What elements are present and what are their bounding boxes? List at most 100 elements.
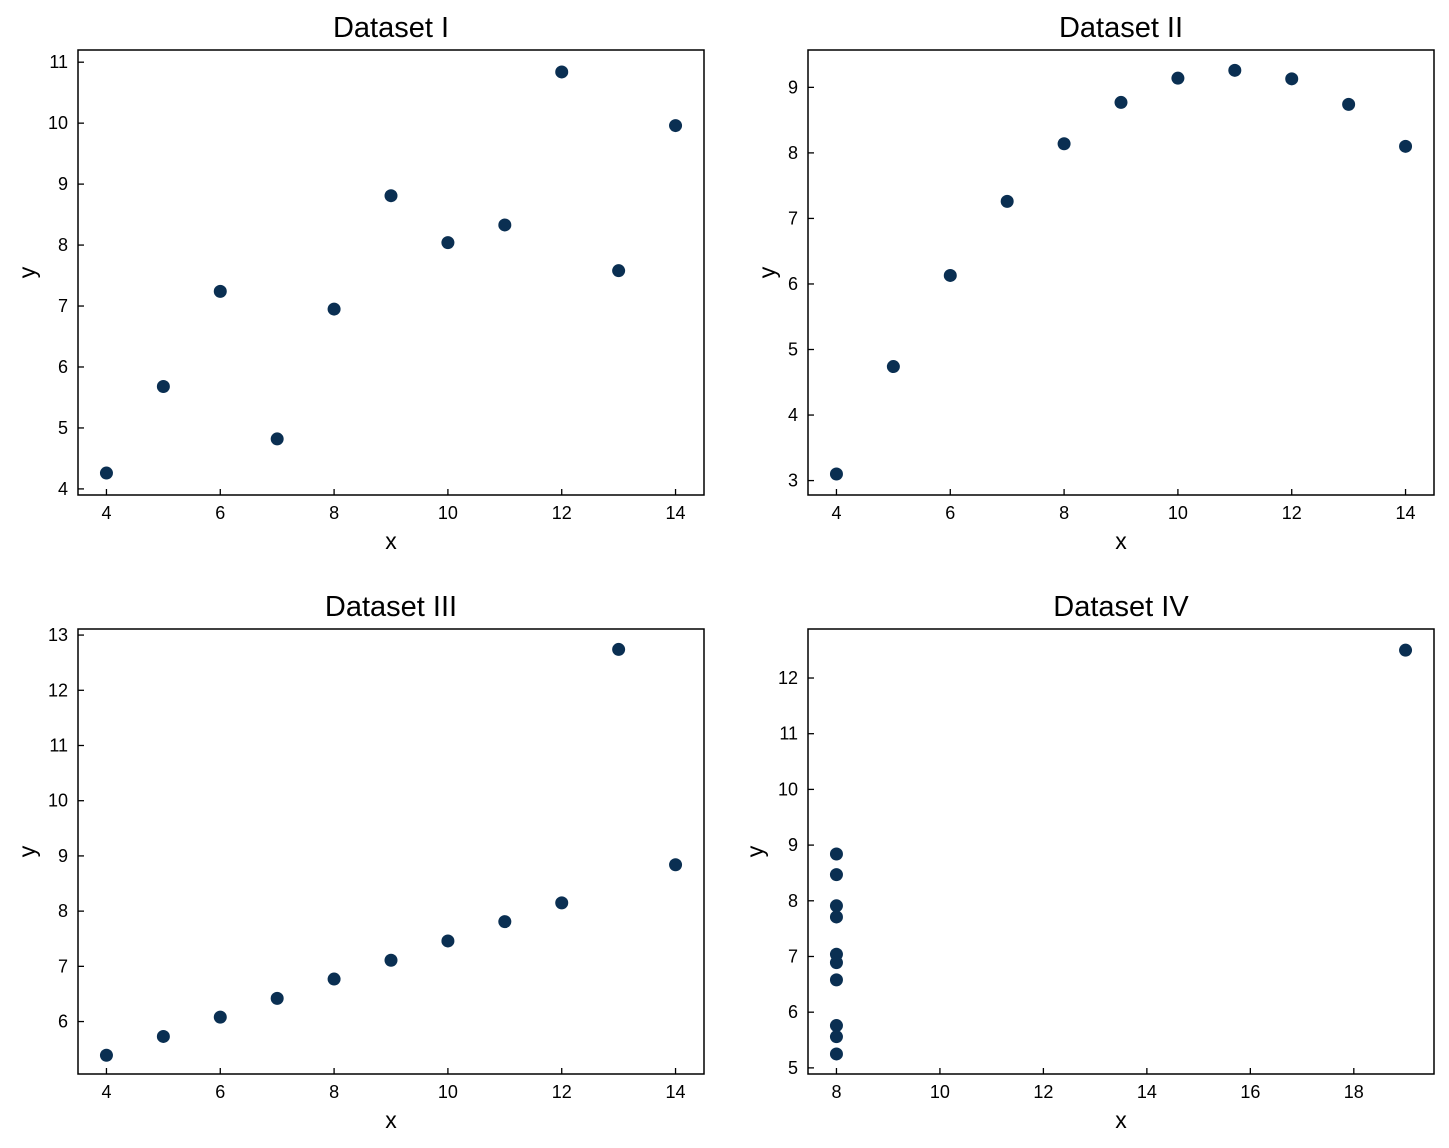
- y-tick-label: 5: [58, 418, 68, 438]
- y-tick-label: 11: [779, 724, 798, 744]
- data-point: [270, 991, 284, 1005]
- x-tick-label: 12: [1033, 1082, 1053, 1102]
- data-point: [1228, 63, 1242, 77]
- x-tick-label: 8: [329, 503, 339, 523]
- data-point: [99, 466, 113, 480]
- data-point: [498, 218, 512, 232]
- data-point: [829, 910, 843, 924]
- y-tick-label: 6: [788, 274, 798, 294]
- x-axis-label: x: [385, 1107, 397, 1133]
- data-point: [1399, 643, 1413, 657]
- y-tick-label: 12: [48, 680, 68, 700]
- y-tick-label: 12: [778, 668, 798, 688]
- y-tick-label: 4: [788, 405, 798, 425]
- y-axis-label: y: [754, 266, 780, 278]
- y-tick-label: 7: [788, 946, 798, 966]
- y-tick-label: 6: [788, 1002, 798, 1022]
- x-tick-label: 6: [215, 503, 225, 523]
- data-point: [441, 236, 455, 250]
- x-axis-label: x: [1115, 1107, 1127, 1133]
- data-point: [829, 1019, 843, 1033]
- data-point: [270, 432, 284, 446]
- y-tick-label: 7: [58, 956, 68, 976]
- data-point: [384, 189, 398, 203]
- y-axis-label: y: [14, 266, 40, 278]
- data-point: [213, 1010, 227, 1024]
- chart-title: Dataset II: [1059, 12, 1183, 44]
- data-point: [327, 302, 341, 316]
- x-tick-label: 12: [1282, 503, 1302, 523]
- data-point: [612, 264, 626, 278]
- plot-frame: [77, 628, 705, 1075]
- x-tick-label: 14: [1396, 503, 1416, 523]
- data-point: [1171, 71, 1185, 85]
- data-point: [669, 858, 683, 872]
- y-tick-label: 10: [778, 779, 798, 799]
- x-tick-label: 10: [1168, 503, 1188, 523]
- data-point: [1057, 137, 1071, 151]
- x-axis-label: x: [385, 528, 397, 554]
- y-tick-label: 3: [788, 471, 798, 491]
- x-tick-label: 14: [666, 1082, 686, 1102]
- x-tick-label: 8: [329, 1082, 339, 1102]
- data-point: [213, 284, 227, 298]
- chart-panel-1: Dataset I 4 6 8 10 12 14 4 5 6 7 8 9 10 11 x y: [14, 12, 705, 554]
- data-point: [1285, 72, 1299, 86]
- y-tick-label: 10: [48, 113, 68, 133]
- y-tick-label: 7: [58, 296, 68, 316]
- x-tick-label: 4: [101, 503, 111, 523]
- plot-frame: [807, 628, 1435, 1075]
- data-point: [943, 268, 957, 282]
- data-point: [829, 1030, 843, 1044]
- chart-title: Dataset IV: [1053, 591, 1189, 623]
- y-tick-label: 6: [58, 357, 68, 377]
- y-axis-label: y: [742, 845, 768, 857]
- y-tick-label: 10: [48, 791, 68, 811]
- data-point: [669, 119, 683, 133]
- x-tick-label: 8: [831, 1082, 841, 1102]
- x-tick-label: 14: [1137, 1082, 1157, 1102]
- data-point: [1000, 194, 1014, 208]
- y-tick-label: 11: [49, 735, 68, 755]
- data-point: [1114, 95, 1128, 109]
- x-tick-label: 6: [945, 503, 955, 523]
- data-point: [612, 642, 626, 656]
- x-tick-label: 18: [1344, 1082, 1364, 1102]
- data-point: [829, 868, 843, 882]
- data-point: [829, 899, 843, 913]
- y-tick-label: 8: [788, 891, 798, 911]
- x-tick-label: 10: [438, 503, 458, 523]
- y-tick-label: 13: [48, 625, 68, 645]
- data-point: [829, 973, 843, 987]
- x-tick-label: 10: [438, 1082, 458, 1102]
- y-tick-label: 4: [58, 479, 68, 499]
- x-tick-label: 8: [1059, 503, 1069, 523]
- plot-frame: [807, 49, 1435, 496]
- y-tick-label: 8: [58, 901, 68, 921]
- data-point: [156, 1029, 170, 1043]
- y-tick-label: 8: [58, 235, 68, 255]
- data-point: [829, 467, 843, 481]
- data-point: [99, 1048, 113, 1062]
- y-tick-label: 9: [788, 835, 798, 855]
- chart-panel-4: Dataset IV 8 10 12 14 16 18 5 6 7 8 9 10 11 12 x y: [742, 591, 1435, 1133]
- chart-title: Dataset I: [333, 12, 449, 44]
- data-point: [327, 972, 341, 986]
- x-tick-label: 16: [1240, 1082, 1260, 1102]
- x-tick-label: 10: [930, 1082, 950, 1102]
- y-tick-label: 5: [788, 340, 798, 360]
- chart-panel-3: Dataset III 4 6 8 10 12 14 6 7 8 9 10 11 12 13 x y: [14, 591, 705, 1133]
- x-tick-label: 14: [666, 503, 686, 523]
- data-point: [1399, 139, 1413, 153]
- data-point: [829, 847, 843, 861]
- data-point: [829, 956, 843, 970]
- data-point: [498, 915, 512, 929]
- x-tick-label: 12: [552, 503, 572, 523]
- y-tick-label: 6: [58, 1012, 68, 1032]
- x-tick-label: 12: [552, 1082, 572, 1102]
- x-tick-label: 6: [215, 1082, 225, 1102]
- data-point: [886, 360, 900, 374]
- y-tick-label: 9: [58, 174, 68, 194]
- data-point: [555, 896, 569, 910]
- chart-panel-2: Dataset II 4 6 8 10 12 14 3 4 5 6 7 8 9 x y: [754, 12, 1435, 554]
